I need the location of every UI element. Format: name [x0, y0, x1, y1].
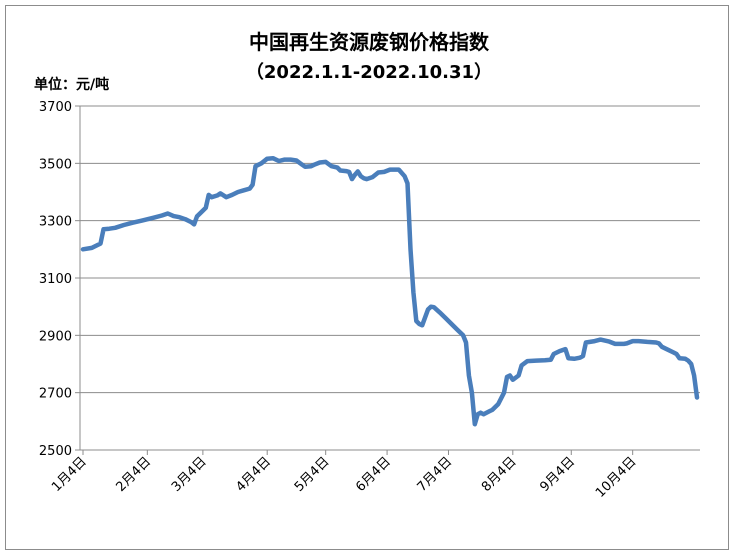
chart-subtitle: （2022.1.1-2022.10.31）: [245, 62, 493, 83]
x-tick-label: 3月4日: [169, 454, 210, 495]
x-tick-label: 7月4日: [415, 454, 456, 495]
x-tick-label: 2月4日: [113, 454, 154, 495]
x-tick-label: 6月4日: [353, 454, 394, 495]
y-tick-label: 3100: [39, 272, 72, 287]
y-tick-label: 2500: [39, 444, 72, 459]
y-tick-label: 3300: [39, 215, 72, 230]
x-tick-label: 8月4日: [479, 454, 520, 495]
y-tick-label: 3500: [39, 157, 72, 172]
price-index-line: [80, 155, 700, 427]
x-tick-label: 9月4日: [537, 454, 578, 495]
x-tick-label: 1月4日: [49, 454, 90, 495]
y-tick-label: 2900: [39, 329, 72, 344]
x-tick-label: 5月4日: [292, 454, 333, 495]
chart-title: 中国再生资源废钢价格指数: [249, 30, 489, 54]
x-tick-label: 10月4日: [593, 454, 640, 501]
x-tick-label: 4月4日: [233, 454, 274, 495]
y-tick-label: 3700: [39, 100, 72, 115]
unit-label: 单位：元/吨: [34, 77, 110, 93]
y-tick-label: 2700: [39, 387, 72, 402]
